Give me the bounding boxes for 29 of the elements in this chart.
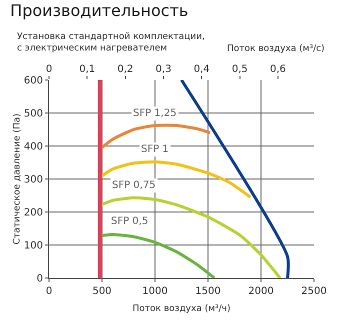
- x-tick-label: 2000: [248, 286, 274, 297]
- y-tick-label: 500: [24, 108, 43, 120]
- series-label: SFP 0,5: [111, 216, 148, 227]
- x2-tick-label: 0,3: [156, 64, 172, 75]
- y-tick-label: 0: [36, 274, 43, 284]
- chart-title: Производительность: [10, 1, 188, 20]
- y-tick-label: 400: [24, 142, 43, 152]
- x-tick-label: 1000: [142, 286, 168, 297]
- x2-tick-label: 0,1: [79, 64, 96, 75]
- x-tick-label: 0: [46, 286, 52, 297]
- x-axis-title: Поток воздуха (м³/ч): [132, 304, 230, 314]
- series-label: SFP 0,75: [112, 180, 156, 191]
- y-tick-label: 200: [24, 208, 43, 218]
- series-label: SFP 1: [141, 144, 169, 155]
- x-tick-label: 1500: [195, 286, 221, 297]
- x2-tick-label: 0,6: [270, 64, 286, 75]
- x-tick-label: 500: [92, 286, 112, 297]
- x2-tick-label: 0,5: [232, 64, 248, 75]
- x2-tick-label: 0,2: [117, 64, 134, 75]
- x2-axis-title: Поток воздуха (м³/с): [227, 44, 325, 54]
- y-tick-label: 300: [24, 174, 43, 186]
- x-tick-label: 2500: [301, 286, 327, 297]
- series-label: SFP 1,25: [133, 108, 177, 119]
- x2-tick-label: 0: [46, 64, 52, 75]
- chart-subtitle: Установка стандартной комплектации, с электрическим нагревателем: [17, 32, 205, 54]
- y-tick-label: 100: [24, 240, 43, 252]
- y-axis-title: Статическое давление (Па): [12, 113, 22, 245]
- y-tick-label: 600: [24, 76, 43, 86]
- x2-tick-label: 0,4: [194, 64, 210, 75]
